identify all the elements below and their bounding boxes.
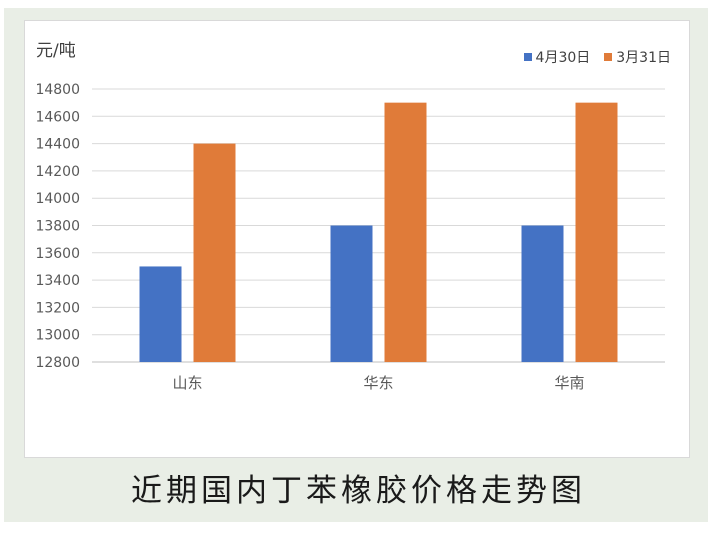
- y-tick-label: 14200: [35, 164, 80, 180]
- legend-item-series-1: 4月30日: [523, 47, 591, 67]
- bar-series-1: [139, 266, 182, 362]
- bar-series-2: [575, 102, 618, 363]
- y-tick-label: 13000: [35, 328, 80, 344]
- y-tick-label: 13200: [35, 300, 80, 316]
- y-tick-label: 14000: [35, 191, 80, 207]
- legend: 4月30日 3月31日: [510, 47, 671, 67]
- y-tick-label: 14800: [35, 82, 80, 98]
- bar-series-2: [384, 102, 427, 363]
- legend-label-series-2: 3月31日: [616, 50, 671, 66]
- x-tick-label: 华东: [363, 374, 393, 392]
- legend-label-series-1: 4月30日: [535, 50, 591, 66]
- legend-swatch-series-1: [523, 53, 532, 61]
- x-tick-label: 华南: [554, 374, 584, 392]
- y-tick-label: 14600: [35, 109, 80, 125]
- y-tick-label: 14400: [35, 137, 80, 153]
- x-tick-label: 山东: [172, 374, 202, 392]
- y-tick-label: 13600: [35, 246, 80, 262]
- figure-caption: 近期国内丁苯橡胶价格走势图: [131, 473, 586, 509]
- bar-series-2: [193, 143, 236, 362]
- bar-series-1: [330, 225, 373, 362]
- y-tick-label: 13800: [35, 219, 80, 235]
- bar-series-1: [521, 225, 564, 362]
- y-axis-unit-label: 元/吨: [36, 41, 76, 61]
- y-tick-label: 13400: [35, 273, 80, 289]
- y-tick-label: 12800: [35, 355, 80, 371]
- legend-item-series-2: 3月31日: [604, 47, 671, 67]
- legend-swatch-series-2: [604, 53, 613, 61]
